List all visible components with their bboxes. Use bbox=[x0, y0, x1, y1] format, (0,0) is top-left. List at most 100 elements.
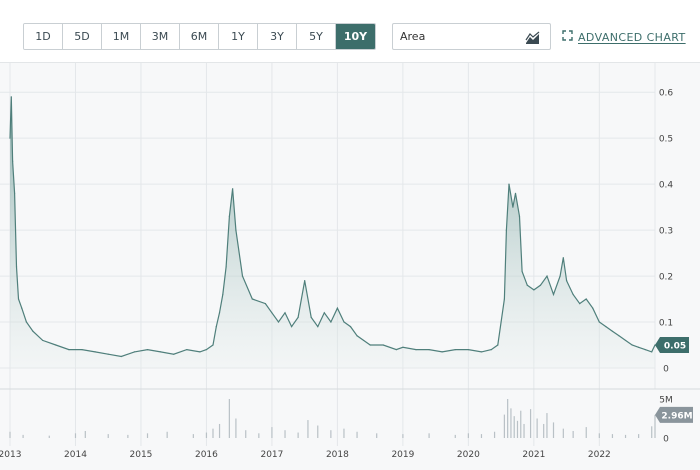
range-button-1m[interactable]: 1M bbox=[102, 24, 141, 49]
volume-bar bbox=[562, 428, 564, 438]
price-point bbox=[598, 321, 600, 323]
price-point bbox=[454, 349, 456, 351]
volume-bar bbox=[84, 430, 86, 438]
price-point bbox=[382, 344, 384, 346]
x-tick-label: 2020 bbox=[457, 450, 480, 460]
x-tick-label: 2017 bbox=[260, 450, 283, 460]
chart-area[interactable]: 0 0.1 0.2 0.3 0.4 0.5 0.6 0.05 0 5M 2.96M 2013 20… bbox=[0, 62, 700, 470]
price-y-axis: 0 0.1 0.2 0.3 0.4 0.5 0.6 bbox=[659, 89, 674, 375]
price-point bbox=[15, 266, 18, 268]
range-button-10y[interactable]: 10Y bbox=[336, 24, 375, 49]
price-line bbox=[9, 96, 656, 358]
volume-bar bbox=[317, 425, 319, 438]
volume-bar bbox=[624, 434, 627, 438]
range-button-6m[interactable]: 6M bbox=[180, 24, 219, 49]
y-tick-label: 0.5 bbox=[659, 135, 673, 145]
price-point bbox=[232, 188, 234, 190]
price-point bbox=[212, 344, 214, 346]
x-tick-label: 2022 bbox=[588, 450, 611, 460]
range-button-1y[interactable]: 1Y bbox=[219, 24, 258, 49]
volume-bar bbox=[572, 430, 574, 438]
price-area-fill bbox=[10, 96, 655, 369]
range-button-3y[interactable]: 3Y bbox=[258, 24, 297, 49]
price-point bbox=[310, 316, 312, 319]
price-point bbox=[369, 344, 371, 346]
volume-tick-label: 5M bbox=[659, 396, 673, 406]
price-point bbox=[235, 229, 237, 231]
range-button-5d[interactable]: 5D bbox=[63, 24, 102, 49]
range-button-5y[interactable]: 5Y bbox=[297, 24, 336, 49]
price-point bbox=[32, 330, 34, 332]
volume-bar bbox=[480, 434, 483, 438]
range-button-1d[interactable]: 1D bbox=[24, 24, 63, 49]
price-point bbox=[336, 307, 339, 309]
price-point bbox=[228, 215, 230, 217]
price-point bbox=[572, 293, 574, 296]
price-point bbox=[651, 351, 653, 353]
price-point bbox=[186, 349, 188, 351]
volume-bar bbox=[22, 434, 24, 438]
price-point bbox=[251, 298, 253, 300]
volume-bar bbox=[192, 434, 194, 438]
x-tick-label: 2014 bbox=[64, 450, 87, 460]
volume-bar bbox=[654, 414, 656, 438]
price-point bbox=[271, 312, 273, 314]
range-button-3m[interactable]: 3M bbox=[141, 24, 180, 49]
price-point bbox=[618, 335, 620, 337]
volume-bar bbox=[74, 433, 77, 438]
price-point bbox=[323, 312, 325, 314]
price-point bbox=[592, 307, 594, 309]
price-point bbox=[218, 312, 221, 314]
price-point bbox=[363, 339, 365, 342]
price-point bbox=[415, 349, 417, 351]
price-point bbox=[120, 355, 122, 358]
volume-bar bbox=[651, 426, 653, 438]
volume-bar bbox=[513, 416, 515, 438]
chart-type-value: Area bbox=[400, 30, 426, 43]
price-point bbox=[402, 346, 404, 348]
price-point bbox=[107, 353, 109, 355]
price-point bbox=[395, 349, 397, 351]
price-point bbox=[55, 344, 57, 346]
price-point bbox=[611, 330, 614, 332]
y-tick-label: 0.4 bbox=[659, 181, 674, 191]
price-point bbox=[297, 316, 299, 319]
price-point bbox=[521, 270, 523, 273]
price-point bbox=[349, 326, 352, 328]
price-point bbox=[241, 275, 244, 277]
volume-bar bbox=[48, 435, 50, 438]
price-point bbox=[508, 183, 510, 185]
volume-bar bbox=[598, 433, 600, 438]
volume-bar bbox=[271, 427, 273, 438]
price-point bbox=[42, 339, 44, 342]
volume-series bbox=[9, 399, 656, 438]
price-point bbox=[644, 349, 646, 351]
volume-bar bbox=[245, 430, 247, 438]
volume-bar bbox=[467, 433, 469, 438]
price-point bbox=[81, 349, 83, 351]
price-point bbox=[304, 280, 306, 282]
volume-bar bbox=[552, 422, 555, 438]
volume-bar bbox=[507, 399, 509, 438]
volume-bar bbox=[546, 413, 548, 438]
price-point bbox=[199, 351, 201, 353]
volume-bar bbox=[297, 432, 299, 438]
price-point bbox=[215, 326, 217, 328]
volume-bar bbox=[330, 430, 332, 438]
price-point bbox=[330, 321, 332, 323]
y-tick-label: 0.6 bbox=[659, 89, 674, 99]
price-point bbox=[512, 206, 514, 208]
volume-bar bbox=[107, 434, 109, 438]
volume-bar bbox=[228, 399, 230, 438]
price-point bbox=[9, 137, 11, 139]
price-point bbox=[565, 280, 568, 282]
price-point bbox=[317, 326, 319, 328]
advanced-chart-link[interactable]: ADVANCED CHART bbox=[562, 29, 686, 45]
chart-toolbar: 1D 5D 1M 3M 6M 1Y 3Y 5Y 10Y Area ADVANCED CHART bbox=[0, 0, 700, 62]
chart-type-select[interactable]: Area bbox=[392, 23, 551, 50]
volume-bar bbox=[307, 420, 309, 438]
advanced-chart-label: ADVANCED CHART bbox=[578, 30, 686, 44]
last-volume-badge: 2.96M bbox=[661, 411, 692, 421]
price-point bbox=[343, 321, 345, 323]
volume-bar bbox=[529, 409, 532, 438]
